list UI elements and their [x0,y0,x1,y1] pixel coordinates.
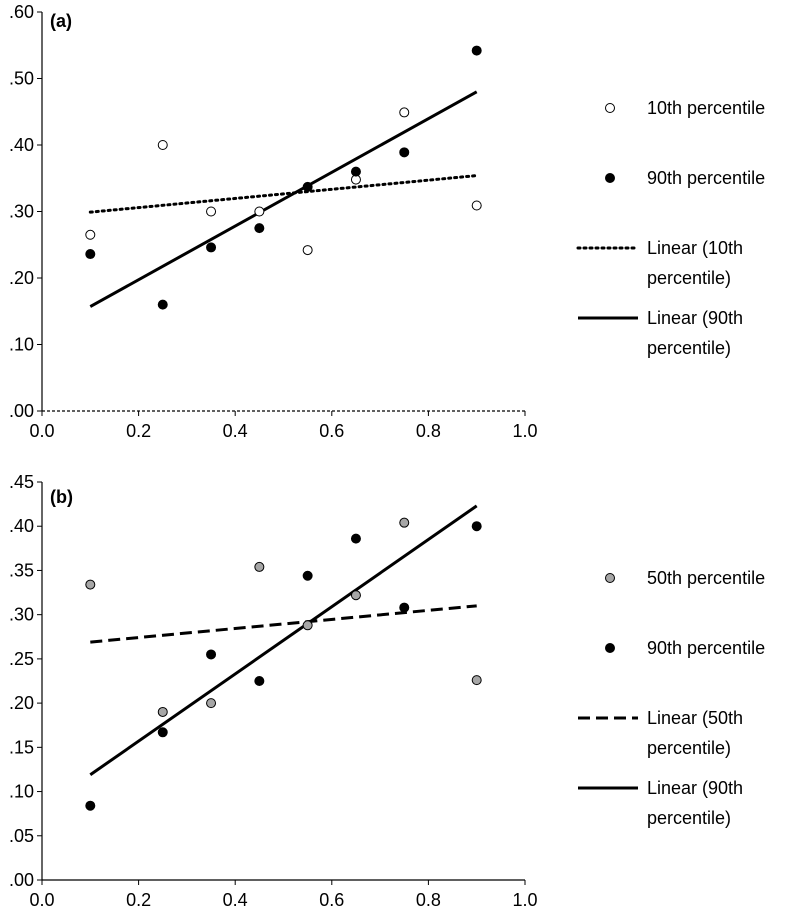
y-tick-label: .30 [9,605,34,625]
x-tick-label: 0.0 [29,421,54,441]
data-point-series-2 [85,249,96,260]
x-tick-label: 0.0 [29,890,54,910]
legend-label: percentile) [647,738,731,758]
data-point-series-1 [302,245,313,256]
x-tick-label: 0.6 [319,890,344,910]
data-point-series-2 [157,727,168,738]
y-tick-label: .40 [9,135,34,155]
y-tick-label: .40 [9,516,34,536]
y-tick-label: .25 [9,649,34,669]
data-point-series-1 [471,675,482,686]
y-tick-label: .20 [9,268,34,288]
x-tick-label: 0.8 [416,890,441,910]
data-point-series-2 [350,533,361,544]
x-tick-label: 0.6 [319,421,344,441]
data-point-series-2 [471,45,482,56]
panel-label: (b) [50,487,73,507]
y-tick-label: .20 [9,693,34,713]
data-point-series-1 [399,517,410,528]
legend-label: 90th percentile [647,638,765,658]
data-point-series-2 [302,570,313,581]
trendline-1 [88,174,479,214]
y-tick-label: .00 [9,401,34,421]
y-tick-label: .45 [9,472,34,492]
x-tick-label: 0.4 [223,890,248,910]
data-point-series-2 [399,602,410,613]
data-point-series-1 [254,206,265,217]
chart-panel-a: .00 .10 .20 .30 .40 .50 .60 0.0 0.2 0.4 0.6 0.8 1.0 (… [9,2,765,441]
chart-panel-b: .00 .05 .10 .15 .20 .25 .30 .35 .40 .45 0.0 0.2 0.4 0… [9,472,765,910]
x-tick-label: 0.8 [416,421,441,441]
trendline-1 [90,604,477,644]
data-point-series-1 [350,590,361,601]
legend-marker [605,573,615,583]
data-point-series-2 [350,166,361,177]
legend-label: percentile) [647,338,731,358]
trendline-2 [89,504,478,776]
data-point-series-1 [302,620,313,631]
legend-marker [605,103,615,113]
data-point-series-2 [206,242,217,253]
y-tick-label: .35 [9,560,34,580]
legend-label: 50th percentile [647,568,765,588]
data-point-series-1 [206,206,217,217]
y-tick-label: .00 [9,870,34,890]
data-point-series-1 [157,140,168,150]
x-tick-label: 0.2 [126,421,151,441]
data-point-series-1 [206,698,217,709]
data-point-series-2 [399,147,410,158]
data-point-series-2 [157,299,168,310]
data-point-series-1 [254,561,265,572]
data-point-series-2 [254,223,265,234]
legend-label: percentile) [647,808,731,828]
legend-marker [605,643,615,653]
legend-label: percentile) [647,268,731,288]
panel-label: (a) [50,11,72,31]
trendline-2 [89,90,478,308]
y-tick-label: .30 [9,202,34,222]
legend-label: Linear (10th [647,238,743,258]
x-tick-label: 1.0 [512,890,537,910]
y-tick-label: .50 [9,69,34,89]
y-tick-label: .10 [9,782,34,802]
data-point-series-2 [254,676,265,686]
x-tick-label: 1.0 [512,421,537,441]
legend-marker [605,173,615,183]
data-point-series-2 [302,181,313,192]
data-point-series-2 [471,521,482,532]
data-point-series-1 [157,706,168,717]
data-point-series-2 [85,800,96,811]
data-point-series-1 [399,107,410,118]
legend-label: 90th percentile [647,168,765,188]
x-tick-label: 0.4 [223,421,248,441]
y-tick-label: .10 [9,335,34,355]
legend-label: 10th percentile [647,98,765,118]
legend-label: Linear (90th [647,308,743,328]
data-point-series-1 [85,229,96,240]
y-tick-label: .60 [9,2,34,22]
data-point-series-2 [206,649,217,660]
legend-label: Linear (50th [647,708,743,728]
legend-label: Linear (90th [647,778,743,798]
data-point-series-1 [85,579,96,590]
y-tick-label: .05 [9,826,34,846]
y-tick-label: .15 [9,737,34,757]
x-tick-label: 0.2 [126,890,151,910]
data-point-series-1 [471,200,482,211]
